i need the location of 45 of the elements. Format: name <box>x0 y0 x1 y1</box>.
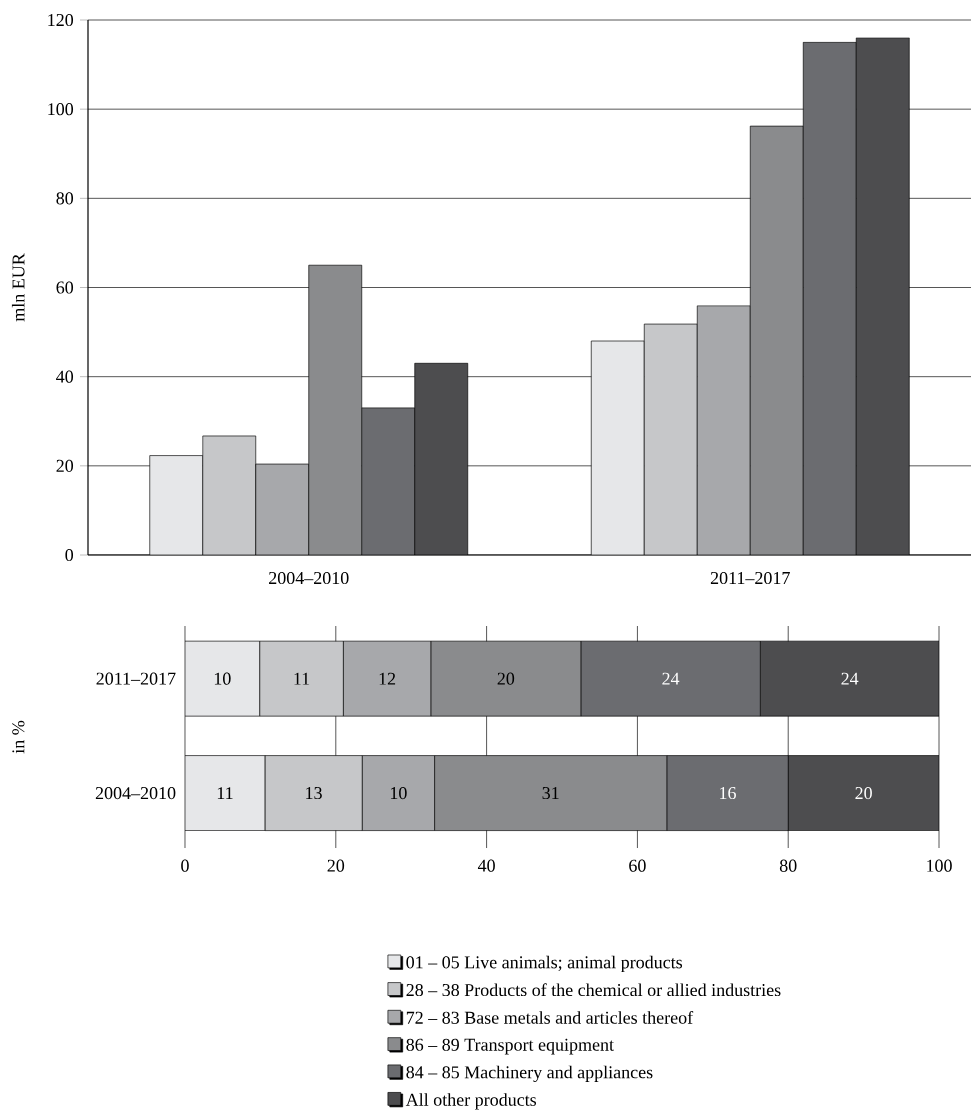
bar <box>255 463 310 556</box>
bar <box>696 305 751 556</box>
y-tick-label: 20 <box>56 459 74 472</box>
bar <box>759 640 940 717</box>
data-label: 11 <box>294 672 310 685</box>
legend-label: 84 – 85 Machinery and appliances <box>406 1065 653 1083</box>
bar <box>308 264 363 556</box>
data-label: 20 <box>855 787 872 800</box>
data-label: 24 <box>662 672 680 685</box>
bar <box>202 435 257 556</box>
x-tick-label: 100 <box>927 859 952 872</box>
y-tick-label: 120 <box>48 13 74 27</box>
data-label: 11 <box>217 787 233 800</box>
x-tick-label: 20 <box>327 859 345 872</box>
y-tick-label: 80 <box>56 192 74 205</box>
bar <box>787 755 940 831</box>
legend-label: 86 – 89 Transport equipment <box>406 1038 614 1055</box>
bar <box>749 125 804 556</box>
x-tick-label: 0 <box>181 859 189 872</box>
data-label: 20 <box>497 672 515 685</box>
legend-label: 28 – 38 Products of the chemical or allied industries <box>406 983 781 997</box>
y-axis-title: mln EUR <box>11 253 25 322</box>
bar <box>802 41 857 556</box>
data-label: 12 <box>379 672 396 685</box>
data-label: 10 <box>390 787 407 800</box>
legend-label: 72 – 83 Base metals and articles thereof <box>406 1010 694 1024</box>
data-label: 24 <box>841 672 859 685</box>
y-tick-label: 0 <box>65 548 74 562</box>
x-tick-label: 60 <box>629 859 646 872</box>
bar <box>185 755 266 831</box>
data-label: 13 <box>306 787 322 800</box>
y-tick-label: 100 <box>48 103 74 116</box>
x-tick-label: 80 <box>779 859 797 872</box>
y-axis-title: in % <box>12 720 25 754</box>
data-label: 10 <box>214 672 231 685</box>
legend-label: All other products <box>405 1093 537 1110</box>
bar <box>361 407 416 556</box>
data-label: 16 <box>720 787 736 800</box>
x-tick-label: 40 <box>477 859 495 872</box>
data-label: 31 <box>542 787 559 800</box>
legend-label: 01 – 05 Live animals; animal products <box>406 955 683 973</box>
y-tick-label: 60 <box>56 281 74 294</box>
bar <box>185 640 260 717</box>
y-tick-label: 40 <box>56 370 74 383</box>
bar <box>643 323 698 556</box>
